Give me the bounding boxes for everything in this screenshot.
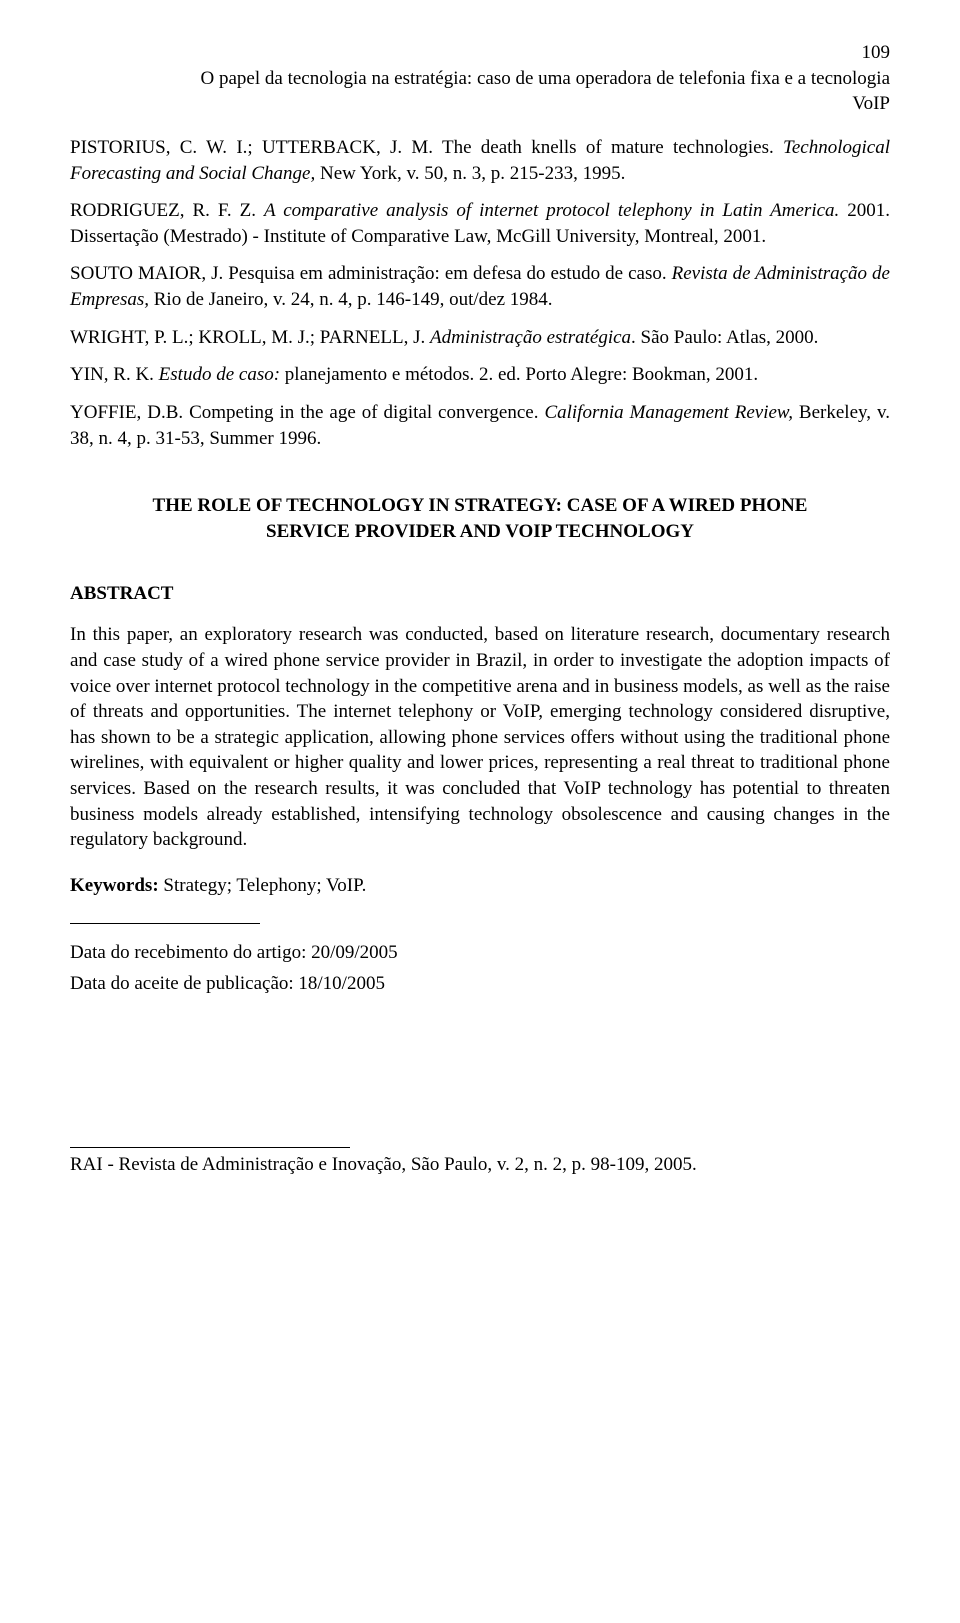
ref-text: Rio de Janeiro, v. 24, n. 4, p. 146-149,… <box>149 289 553 310</box>
ref-text: RODRIGUEZ, R. F. Z. <box>70 200 264 221</box>
ref-text: YIN, R. K. <box>70 364 159 385</box>
reference-item: PISTORIUS, C. W. I.; UTTERBACK, J. M. Th… <box>70 135 890 186</box>
divider-line <box>70 923 260 924</box>
ref-source-italic: California Management Review, <box>544 402 793 423</box>
date-accepted: Data do aceite de publicação: 18/10/2005 <box>70 971 890 997</box>
ref-text: PISTORIUS, C. W. I.; UTTERBACK, J. M. Th… <box>70 137 783 158</box>
reference-item: YOFFIE, D.B. Competing in the age of dig… <box>70 400 890 451</box>
reference-item: RODRIGUEZ, R. F. Z. A comparative analys… <box>70 198 890 249</box>
ref-text: WRIGHT, P. L.; KROLL, M. J.; PARNELL, J. <box>70 327 430 348</box>
reference-item: SOUTO MAIOR, J. Pesquisa em administraçã… <box>70 261 890 312</box>
ref-text: New York, v. 50, n. 3, p. 215-233, 1995. <box>315 163 625 184</box>
reference-item: YIN, R. K. Estudo de caso: planejamento … <box>70 362 890 388</box>
keywords-label: Keywords: <box>70 875 159 896</box>
submission-dates: Data do recebimento do artigo: 20/09/200… <box>70 940 890 997</box>
ref-source-italic: Estudo de caso: <box>159 364 280 385</box>
english-title: THE ROLE OF TECHNOLOGY IN STRATEGY: CASE… <box>70 493 890 544</box>
footer-citation: RAI - Revista de Administração e Inovaçã… <box>70 1152 890 1178</box>
english-title-line2: SERVICE PROVIDER AND VOIP TECHNOLOGY <box>70 519 890 545</box>
page-number: 109 <box>70 40 890 66</box>
date-received: Data do recebimento do artigo: 20/09/200… <box>70 940 890 966</box>
english-title-line1: THE ROLE OF TECHNOLOGY IN STRATEGY: CASE… <box>70 493 890 519</box>
running-header-line2: VoIP <box>70 91 890 117</box>
ref-source-italic: Administração estratégica <box>430 327 631 348</box>
footer-divider <box>70 1147 350 1148</box>
ref-text: . São Paulo: Atlas, 2000. <box>631 327 818 348</box>
reference-item: WRIGHT, P. L.; KROLL, M. J.; PARNELL, J.… <box>70 325 890 351</box>
abstract-label: ABSTRACT <box>70 581 890 607</box>
abstract-body: In this paper, an exploratory research w… <box>70 622 890 853</box>
ref-text: planejamento e métodos. 2. ed. Porto Ale… <box>280 364 758 385</box>
keywords: Keywords: Strategy; Telephony; VoIP. <box>70 873 890 899</box>
ref-text: YOFFIE, D.B. Competing in the age of dig… <box>70 402 544 423</box>
ref-source-italic: A comparative analysis of internet proto… <box>264 200 847 221</box>
running-header-line1: O papel da tecnologia na estratégia: cas… <box>70 66 890 92</box>
keywords-value: Strategy; Telephony; VoIP. <box>159 875 367 896</box>
ref-text: SOUTO MAIOR, J. Pesquisa em administraçã… <box>70 263 672 284</box>
